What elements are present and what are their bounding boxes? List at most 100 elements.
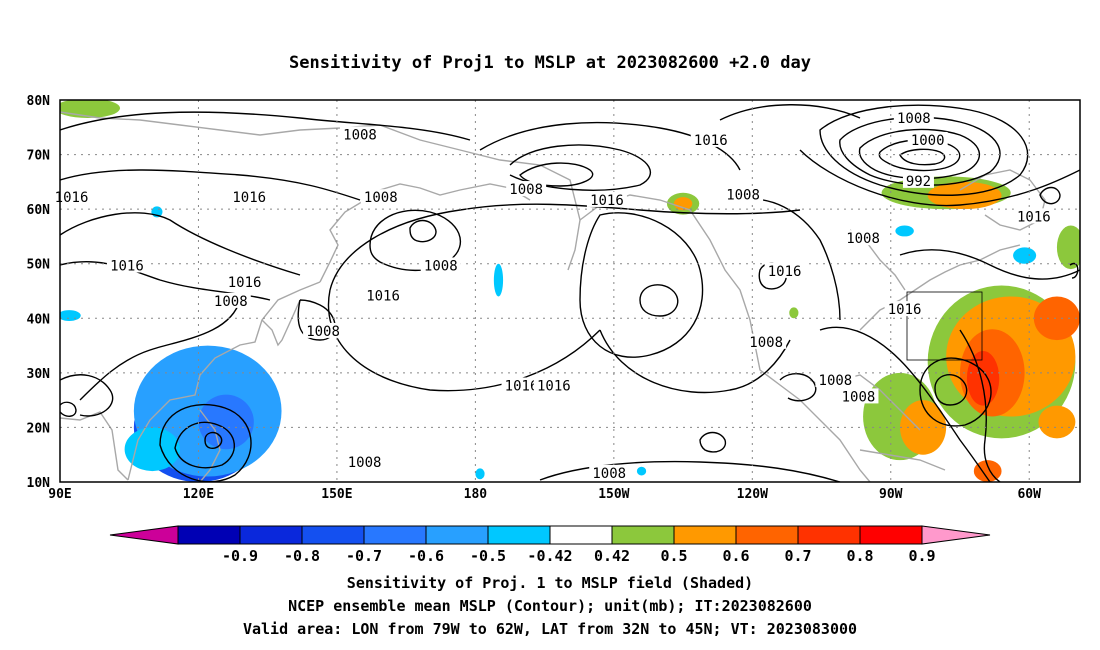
contour-label-bg <box>893 110 934 126</box>
lon-label: 120W <box>737 487 768 502</box>
contour-label-bg <box>843 230 884 246</box>
lat-label: 40N <box>27 312 51 327</box>
contour-label-bg <box>506 181 547 197</box>
contour-label: 1008 <box>592 466 626 482</box>
lon-label: 150E <box>321 487 352 502</box>
figure-title: Sensitivity of Proj1 to MSLP at 20230826… <box>289 53 811 73</box>
contour-label-bg <box>902 172 934 188</box>
shading-region-17 <box>1056 225 1080 270</box>
valid-area-box <box>906 291 983 361</box>
colorbar-box-7 <box>611 525 675 545</box>
lat-label: 50N <box>27 258 51 273</box>
contour-label: 1016 <box>110 258 144 274</box>
shading-region-9 <box>475 468 485 480</box>
shading-region-10 <box>636 466 647 476</box>
contour-label-bg <box>303 322 344 338</box>
colorbar-tick-label: 0.8 <box>846 547 873 565</box>
colorbar-tick-label: -0.6 <box>408 547 444 565</box>
colorbar-box-2 <box>301 525 365 545</box>
contour-label: 992 <box>906 174 931 190</box>
contour-label: 1016 <box>537 379 571 395</box>
contour-label-bg <box>690 131 731 147</box>
map-panel: 1008100810161016101610161008100810081016… <box>27 94 1081 502</box>
contour-label: 1008 <box>424 258 458 274</box>
colorbar-max-triangle <box>921 525 991 545</box>
contour-label: 1008 <box>846 231 880 247</box>
colorbar-tick-label: -0.8 <box>284 547 320 565</box>
lat-label: 80N <box>27 94 51 109</box>
contour-label: 1008 <box>749 335 783 351</box>
footer-line-1: Sensitivity of Proj. 1 to MSLP field (Sh… <box>347 574 753 592</box>
shading-region-4 <box>60 310 81 322</box>
contour-label-bg <box>586 191 627 207</box>
shading-region-8 <box>1013 247 1037 264</box>
contour-label: 1008 <box>819 373 853 389</box>
colorbar-tick-label: 0.6 <box>722 547 749 565</box>
colorbar-tick-label: -0.7 <box>346 547 382 565</box>
contour-label-bg <box>224 273 265 289</box>
contour-label: 1008 <box>897 111 931 127</box>
shading-region-7 <box>895 225 914 237</box>
shading-region-11 <box>60 100 120 119</box>
contour-label-bg <box>1013 208 1054 224</box>
colorbar-min-triangle <box>109 525 179 545</box>
contour-label-bg <box>363 287 404 303</box>
shading-region-19 <box>900 400 947 455</box>
lat-label: 10N <box>27 476 51 491</box>
contour-label: 1000 <box>911 133 945 149</box>
footer-line-3: Valid area: LON from 79W to 62W, LAT fro… <box>243 620 857 638</box>
colorbar-tick-label: -0.5 <box>470 547 506 565</box>
contour-label: 1008 <box>348 455 382 471</box>
colorbar-box-3 <box>363 525 427 545</box>
colorbar: -0.9 -0.8 -0.7 -0.6 -0.5 -0.42 0.42 0.5 0.6 0.7 0.… <box>109 525 991 565</box>
shading-region-14 <box>789 307 799 319</box>
colorbar-tick-label: 0.42 <box>594 547 630 565</box>
map-gridlines <box>60 100 1080 482</box>
shading-region-25 <box>1038 405 1076 439</box>
contour-label: 1016 <box>768 264 802 280</box>
contour-label: 1008 <box>343 127 377 143</box>
contour-label-bg <box>884 301 925 317</box>
contour-label-bg <box>360 189 401 205</box>
colorbar-box-8 <box>673 525 737 545</box>
contour-label: 1016 <box>228 275 262 291</box>
lon-label: 120E <box>183 487 214 502</box>
colorbar-tick-label: 0.7 <box>784 547 811 565</box>
lon-label: 180 <box>464 487 488 502</box>
lon-label: 150W <box>598 487 629 502</box>
lat-label: 70N <box>27 149 51 164</box>
contour-label-bg <box>51 189 92 205</box>
shading-region-3 <box>198 394 254 450</box>
lat-label: 20N <box>27 421 51 436</box>
contour-label: 1016 <box>55 190 89 206</box>
contour-label-bg <box>420 257 461 273</box>
contour-label: 1008 <box>509 182 543 198</box>
contour-label: 1016 <box>366 288 400 304</box>
contour-label: 1016 <box>505 379 539 395</box>
contour-label-bg <box>340 126 380 142</box>
shading-region-13 <box>673 197 693 211</box>
contour-label: 1016 <box>694 133 728 149</box>
shading-region-2 <box>124 427 180 472</box>
contour-label: 1008 <box>306 324 340 340</box>
contour-label-bg <box>210 292 251 308</box>
contour-label: 1008 <box>364 190 398 206</box>
shading-region-24 <box>1033 296 1080 341</box>
colorbar-box-0 <box>177 525 241 545</box>
map-frame <box>59 99 1081 483</box>
contour-label-bg <box>106 257 147 273</box>
contour-label-bg <box>815 372 856 388</box>
contour-label-bg <box>589 464 630 480</box>
contour-labels: 1008100810161016101610161008100810081016… <box>51 110 1054 482</box>
contour-label: 1016 <box>1017 209 1051 225</box>
contour-label: 1008 <box>726 188 760 204</box>
lat-label: 30N <box>27 367 51 382</box>
lon-label: 90W <box>879 487 903 502</box>
lat-label: 60N <box>27 203 51 218</box>
contour-label: 1008 <box>842 389 876 405</box>
contour-label: 1016 <box>888 302 922 318</box>
colorbar-box-11 <box>859 525 923 545</box>
contour-label-bg <box>723 186 764 202</box>
contour-label-bg <box>501 377 542 393</box>
